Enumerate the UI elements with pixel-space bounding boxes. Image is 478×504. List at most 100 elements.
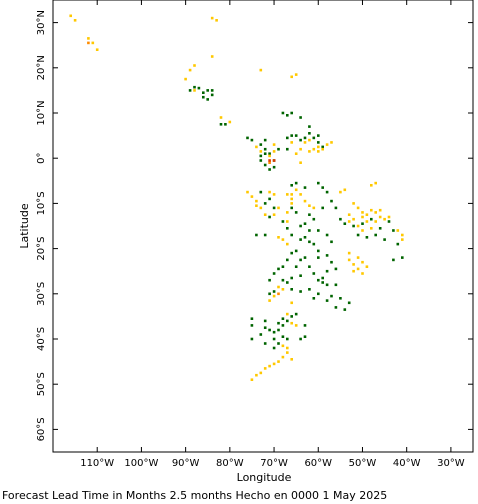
marker-green: [308, 132, 311, 135]
marker-green: [281, 111, 285, 115]
marker-yellow: [352, 263, 355, 266]
marker-green: [259, 159, 263, 162]
marker-yellow: [365, 213, 369, 216]
marker-green: [330, 240, 333, 244]
latitude-axis: 30°N 20°N 10°N 0° 10°S 20°S 30°S 40°S 50°S 60°S: [36, 10, 473, 441]
marker-yellow: [347, 213, 351, 216]
marker-yellow: [87, 37, 90, 40]
marker-green: [325, 233, 329, 237]
marker-green: [272, 346, 276, 350]
marker-green: [303, 222, 307, 225]
marker-green: [330, 260, 333, 264]
marker-yellow: [343, 188, 347, 192]
marker-yellow: [286, 312, 289, 316]
marker-green: [392, 229, 395, 232]
marker-yellow: [255, 199, 258, 203]
marker-yellow: [303, 199, 307, 203]
marker-yellow: [268, 364, 271, 368]
marker-yellow: [378, 208, 382, 212]
lon-tick-label: 50°W: [349, 458, 377, 469]
marker-green: [290, 233, 293, 237]
marker-green: [281, 335, 285, 338]
marker-green: [321, 281, 324, 284]
marker-green: [303, 256, 307, 259]
marker-yellow: [352, 217, 355, 221]
marker-green: [303, 324, 307, 327]
marker-green: [193, 85, 196, 89]
marker-yellow: [339, 190, 342, 194]
marker-green: [210, 93, 214, 97]
marker-yellow: [321, 147, 324, 151]
marker-green: [347, 301, 351, 305]
marker-yellow: [347, 258, 351, 262]
marker-green: [259, 154, 263, 158]
marker-green: [290, 111, 293, 115]
marker-green: [272, 165, 276, 169]
marker-yellow: [193, 64, 196, 67]
marker-green: [308, 229, 311, 232]
marker-green: [312, 242, 316, 246]
marker-green: [299, 274, 302, 277]
marker-yellow: [356, 206, 360, 210]
marker-green: [250, 138, 254, 142]
marker-green: [263, 163, 267, 167]
marker-green: [286, 147, 289, 151]
marker-green: [294, 265, 298, 268]
marker-green: [312, 297, 316, 300]
marker-yellow: [95, 48, 99, 51]
marker-orange: [268, 161, 271, 164]
marker-green: [263, 138, 267, 142]
marker-yellow: [308, 138, 311, 142]
marker-yellow: [219, 116, 223, 119]
marker-green: [268, 292, 271, 296]
marker-yellow: [361, 215, 364, 219]
marker-green: [299, 290, 302, 293]
marker-yellow: [193, 89, 196, 92]
marker-yellow: [294, 324, 298, 327]
marker-green: [272, 206, 276, 210]
marker-yellow: [255, 204, 258, 207]
marker-green: [268, 215, 271, 219]
lat-tick-label: 30°S: [36, 282, 47, 306]
marker-yellow: [330, 141, 333, 144]
y-axis-title: Latitude: [18, 203, 31, 249]
marker-yellow: [210, 16, 214, 20]
marker-green: [281, 324, 285, 327]
marker-yellow: [290, 75, 293, 79]
marker-green: [299, 337, 302, 341]
marker-yellow: [277, 285, 280, 289]
marker-yellow: [387, 215, 391, 219]
marker-yellow: [286, 220, 289, 223]
marker-green: [268, 152, 271, 155]
marker-yellow: [308, 204, 311, 207]
marker-yellow: [325, 143, 329, 146]
marker-green: [286, 337, 289, 341]
marker-yellow: [317, 150, 320, 153]
marker-orange: [87, 41, 90, 45]
marker-yellow: [374, 181, 377, 185]
marker-green: [312, 136, 316, 140]
marker-green: [299, 224, 302, 228]
marker-yellow: [370, 208, 373, 212]
marker-green: [281, 278, 285, 282]
marker-yellow: [246, 190, 249, 194]
marker-green: [263, 342, 267, 345]
marker-green: [334, 283, 338, 287]
marker-green: [290, 315, 293, 318]
marker-green: [290, 206, 293, 210]
marker-green: [250, 324, 254, 327]
marker-green: [281, 317, 285, 320]
marker-green: [317, 229, 320, 232]
marker-yellow: [294, 152, 298, 155]
marker-green: [250, 317, 254, 320]
marker-green: [290, 134, 293, 137]
marker-green: [263, 319, 267, 323]
marker-yellow: [272, 213, 276, 216]
marker-green: [286, 136, 289, 140]
marker-green: [259, 190, 263, 194]
marker-yellow: [272, 362, 276, 366]
marker-green: [290, 288, 293, 291]
marker-yellow: [277, 236, 280, 239]
marker-green: [308, 125, 311, 128]
